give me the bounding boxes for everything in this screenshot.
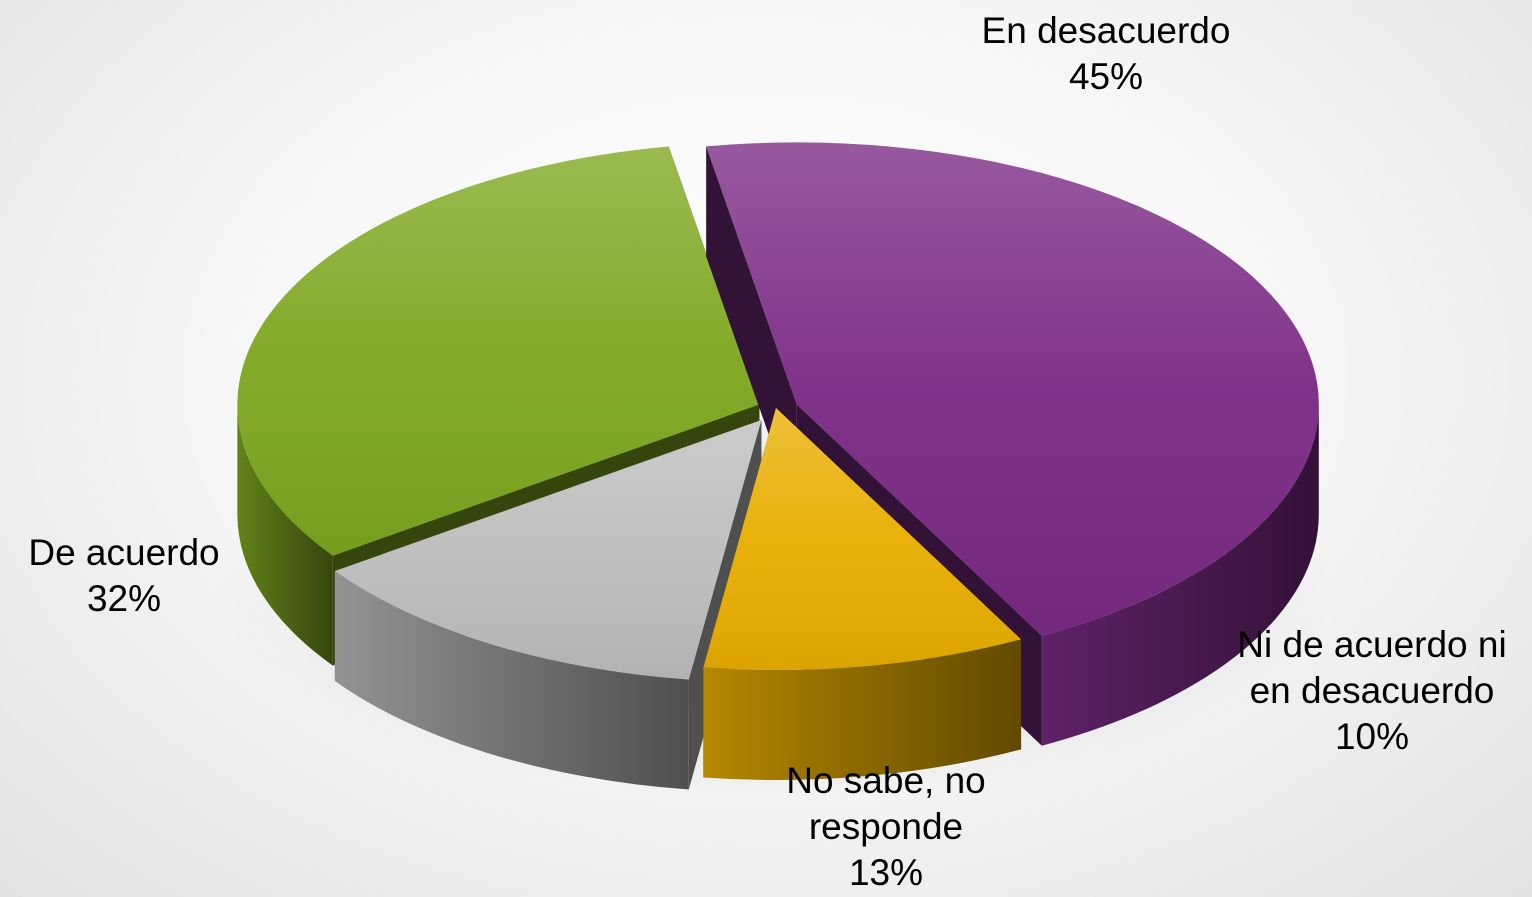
slice-de-acuerdo-side-wall <box>237 404 333 666</box>
slice-name-line: No sabe, no <box>786 760 986 801</box>
slice-no-sabe-no-responde-side-wall <box>334 571 689 790</box>
slice-name-line: responde <box>808 806 964 847</box>
slice-name-line: En desacuerdo <box>981 10 1231 51</box>
slice-label-de-acuerdo: De acuerdo 32% <box>28 530 219 622</box>
slice-label-ni-de-acuerdo-ni-en-desacuerdo: Ni de acuerdo ni en desacuerdo 10% <box>1237 622 1506 760</box>
slice-ni-de-acuerdo-ni-en-desacuerdo-top-shine <box>703 408 1022 670</box>
slice-label-no-sabe-no-responde: No sabe, no responde 13% <box>786 758 986 896</box>
slice-label-en-desacuerdo: En desacuerdo 45% <box>982 8 1231 100</box>
slice-ni-de-acuerdo-ni-en-desacuerdo <box>703 408 1022 780</box>
slice-percent: 13% <box>848 852 924 893</box>
slice-name-line: en desacuerdo <box>1249 670 1495 711</box>
slice-en-desacuerdo-top-shine <box>706 142 1319 636</box>
slice-percent: 32% <box>86 578 162 619</box>
slice-no-sabe-no-responde-top-shine <box>334 419 762 680</box>
slice-de-acuerdo-top-shine <box>237 146 760 556</box>
slice-name-line: Ni de acuerdo ni <box>1237 624 1507 665</box>
slice-name-line: De acuerdo <box>28 532 220 573</box>
slice-percent: 45% <box>1068 56 1144 97</box>
slice-percent: 10% <box>1334 716 1410 757</box>
slice-en-desacuerdo-side-wall <box>1041 404 1319 746</box>
slice-ni-de-acuerdo-ni-en-desacuerdo-side-wall <box>703 639 1022 780</box>
